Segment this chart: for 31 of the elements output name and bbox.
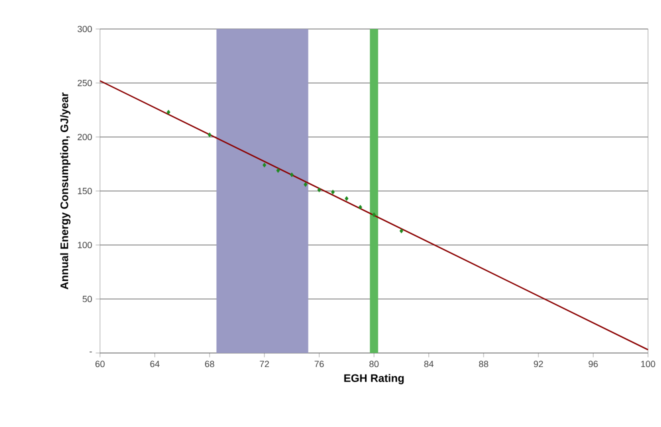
y-tick-label: 200 bbox=[78, 134, 92, 140]
point bbox=[304, 182, 308, 187]
x-tick-label: 80 bbox=[369, 360, 379, 368]
y-tick-label: 250 bbox=[78, 80, 92, 86]
point bbox=[317, 188, 322, 192]
x-tick-label: 100 bbox=[641, 360, 656, 368]
point bbox=[400, 228, 404, 234]
point bbox=[344, 196, 348, 201]
point bbox=[290, 172, 294, 178]
x-tick-label: 88 bbox=[479, 360, 488, 368]
point bbox=[331, 190, 335, 194]
x-tick-label: 64 bbox=[150, 360, 160, 368]
x-tick-label: 76 bbox=[314, 360, 324, 368]
x-tick-label: 60 bbox=[95, 360, 105, 368]
x-tick-label: 96 bbox=[588, 360, 598, 368]
x-tick-label: 72 bbox=[260, 360, 269, 368]
y-tick-label: 100 bbox=[78, 242, 92, 248]
x-tick-label: 92 bbox=[534, 360, 543, 368]
x-tick-label: 68 bbox=[205, 360, 214, 368]
y-tick-label: 150 bbox=[78, 188, 92, 194]
y-tick-label: 50 bbox=[82, 296, 92, 302]
point bbox=[276, 168, 280, 173]
y-axis-title: Annual Energy Consumption, GJ/year bbox=[60, 92, 70, 290]
x-axis-title: EGH Rating bbox=[344, 374, 404, 384]
point bbox=[208, 132, 212, 138]
y-tick-label: 300 bbox=[78, 26, 92, 32]
point bbox=[262, 162, 266, 168]
point bbox=[166, 110, 170, 115]
point bbox=[372, 212, 376, 218]
x-tick-label: 84 bbox=[424, 360, 434, 368]
point bbox=[358, 204, 362, 210]
